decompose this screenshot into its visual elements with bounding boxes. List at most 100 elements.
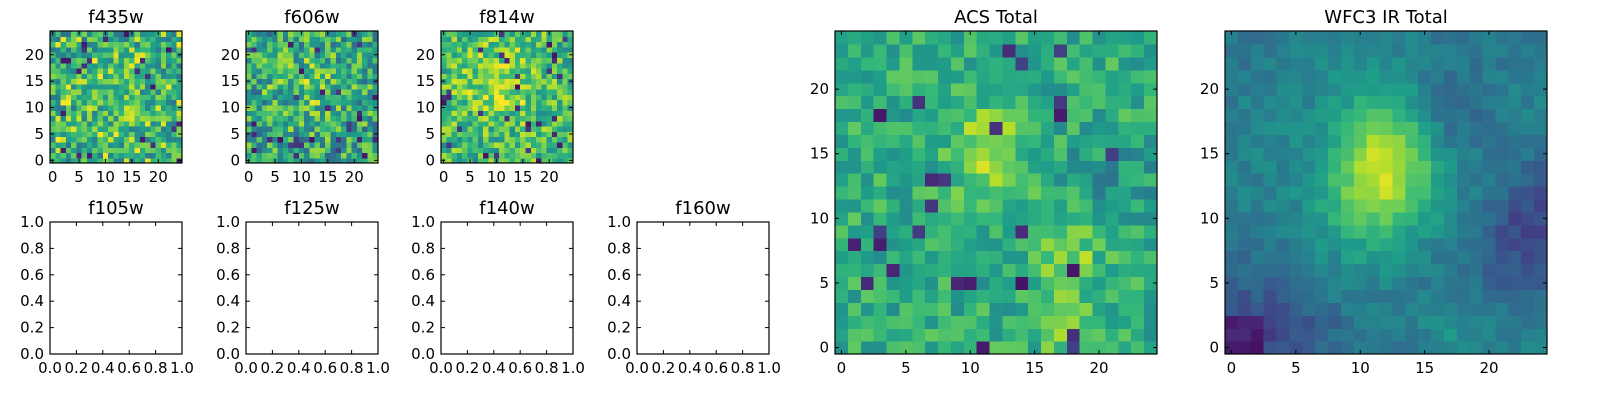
heatmap-cell: [108, 136, 114, 143]
heatmap-cell: [1418, 276, 1432, 290]
heatmap-cell: [71, 41, 77, 48]
heatmap-cells: [50, 31, 183, 164]
heatmap-cell: [873, 328, 888, 342]
heatmap-cell: [530, 147, 537, 154]
heatmap-cell: [899, 328, 913, 342]
heatmap-cell: [925, 43, 939, 58]
heatmap-cell: [1028, 95, 1042, 110]
heatmap-cell: [76, 152, 83, 159]
heatmap-cell: [304, 83, 310, 90]
heatmap-cell: [483, 126, 490, 132]
heatmap-cell: [514, 152, 521, 159]
heatmap-cell: [139, 83, 146, 90]
heatmap-cell: [938, 276, 952, 290]
heatmap-cell: [1002, 43, 1016, 58]
heatmap-cell: [1041, 69, 1055, 84]
heatmap-cell: [536, 115, 542, 122]
heatmap-cell: [1092, 263, 1107, 278]
heatmap-cell: [938, 211, 952, 226]
heatmap-cell: [886, 43, 900, 58]
heatmap-cell: [509, 126, 516, 132]
panel-title: f105w: [88, 198, 143, 219]
heatmap-cell: [145, 104, 151, 111]
heatmap-cell: [1353, 134, 1368, 148]
heatmap-cell: [176, 31, 183, 37]
heatmap-cell: [362, 136, 369, 143]
heatmap-cell: [1289, 108, 1303, 123]
heatmap-cell: [108, 99, 114, 106]
heatmap-cell: [118, 78, 125, 85]
heatmap-cells: [441, 31, 574, 164]
heatmap-cell: [1053, 108, 1068, 123]
heatmap-cell: [1366, 43, 1381, 58]
heatmap-cell: [251, 31, 258, 37]
heatmap-cell: [483, 46, 490, 53]
heatmap-cell: [483, 136, 490, 143]
heatmap-cell: [886, 160, 900, 174]
heatmap-cell: [451, 62, 458, 69]
heatmap-cell: [81, 141, 88, 148]
heatmap-cell: [1340, 186, 1355, 200]
heatmap-cell: [488, 73, 495, 80]
heatmap-cell: [467, 41, 474, 48]
heatmap-cell: [304, 141, 310, 148]
heatmap-cell: [835, 56, 849, 71]
heatmap-cell: [277, 83, 284, 90]
heatmap-cell: [92, 41, 99, 48]
y-tick-label: 15: [25, 72, 44, 90]
heatmap-cell: [1340, 69, 1355, 84]
heatmap-cell: [472, 94, 479, 101]
heatmap-cell: [367, 99, 374, 106]
heatmap-cell: [1250, 82, 1265, 97]
heatmap-cell: [1225, 186, 1239, 200]
heatmap-cell: [860, 186, 875, 200]
x-tick-label: 1.0: [561, 359, 585, 377]
heatmap-cell: [335, 157, 342, 164]
heatmap-cell: [541, 131, 548, 138]
heatmap-cell: [330, 147, 337, 154]
heatmap-cell: [525, 136, 532, 143]
heatmap-cell: [509, 78, 516, 85]
y-tick-label: 0.2: [216, 319, 240, 337]
x-tick-label: 0.0: [429, 359, 453, 377]
heatmap-cell: [1105, 121, 1119, 135]
heatmap-cell: [1302, 173, 1316, 187]
heatmap-cell: [1289, 134, 1303, 148]
heatmap-cell: [1237, 328, 1252, 342]
heatmap-cell: [938, 341, 952, 355]
heatmap-cell: [1366, 237, 1381, 252]
heatmap-cell: [989, 224, 1004, 239]
heatmap-cell: [55, 31, 62, 37]
heatmap-cell: [139, 131, 146, 138]
heatmap-cell: [1028, 276, 1042, 290]
heatmap-cell: [456, 41, 463, 48]
heatmap-cell: [304, 57, 310, 64]
heatmap-cell: [1028, 69, 1042, 84]
heatmap-cell: [60, 78, 67, 85]
heatmap-cell: [256, 141, 263, 148]
heatmap-cell: [261, 36, 268, 43]
heatmap-cell: [1521, 237, 1535, 252]
heatmap-cell: [483, 89, 490, 95]
heatmap-cell: [899, 237, 913, 252]
heatmap-cell: [367, 94, 374, 101]
heatmap-cell: [55, 110, 62, 117]
heatmap-cell: [298, 99, 305, 106]
heatmap-cell: [1015, 237, 1029, 252]
heatmap-cell: [1053, 289, 1068, 303]
heatmap-cell: [304, 46, 310, 53]
heatmap-cell: [483, 104, 490, 111]
heatmap-cell: [346, 104, 353, 111]
heatmap-cell: [129, 57, 136, 64]
heatmap-cell: [1353, 276, 1368, 290]
heatmap-cell: [123, 94, 130, 101]
heatmap-cell: [1418, 302, 1432, 316]
heatmap-cell: [467, 57, 474, 64]
heatmap-cell: [456, 36, 463, 43]
heatmap-cell: [963, 341, 978, 355]
heatmap-cell: [557, 110, 564, 117]
heatmap-cell: [873, 224, 888, 239]
heatmap-cell: [1521, 341, 1535, 355]
x-tick-label: 5: [270, 168, 280, 186]
heatmap-cell: [525, 52, 532, 58]
